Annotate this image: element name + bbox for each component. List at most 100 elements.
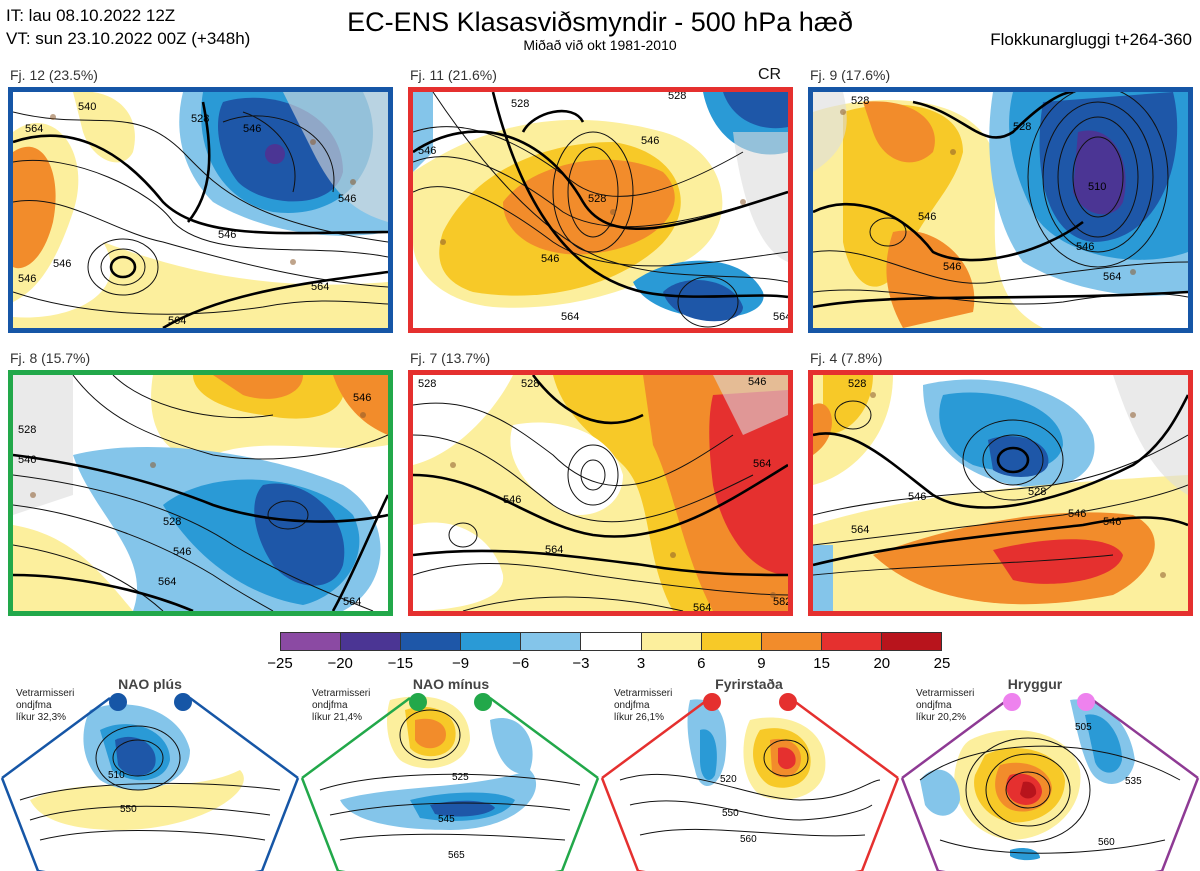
contour-label: 560	[1098, 837, 1115, 848]
header-times: IT: lau 08.10.2022 12Z VT: sun 23.10.202…	[6, 4, 250, 50]
colorbar-tick-label: 3	[636, 655, 646, 672]
colorbar-tick-label: 20	[873, 655, 891, 672]
contour-label: 564	[545, 544, 563, 556]
regime-note-1: Vetrarmisseri ondjfma líkur 32,3%	[16, 688, 74, 724]
colorbar-tick-label: −15	[387, 655, 414, 672]
contour-label: 546	[173, 546, 191, 558]
contour-label: 525	[452, 772, 469, 783]
regime-dot	[703, 693, 721, 711]
panel-label-4: Fj. 8 (15.7%)	[10, 350, 91, 366]
contour-label: 546	[1103, 516, 1121, 528]
classification-window: Flokkunargluggi t+264-360	[990, 30, 1192, 49]
contour-label: 564	[851, 524, 869, 536]
contour-label: 546	[18, 454, 36, 466]
colorbar-tick-label: −9	[451, 655, 470, 672]
contour-label: 564	[343, 596, 361, 608]
map-3: 528 510 546 546 564 528 546	[813, 92, 1188, 328]
colorbar-tick-label: −6	[512, 655, 530, 672]
colorbar-tick-label: 15	[813, 655, 830, 672]
contour-label: 564	[311, 281, 329, 293]
regime-dot	[109, 693, 127, 711]
contour-label: 564	[158, 576, 176, 588]
colorbar-tick-label: 9	[757, 655, 766, 672]
colorbar-tick-label: 6	[697, 655, 706, 672]
regime-note-3: Vetrarmisseri ondjfma líkur 26,1%	[614, 688, 672, 724]
page-subtitle: Miðað við okt 1981-2010	[523, 37, 677, 53]
contour-label: 564	[693, 602, 711, 611]
regime-note-line: ondjfma	[16, 700, 52, 711]
contour-label: 564	[168, 315, 186, 327]
map-panel-2: 528 546 546 528 546 564 528 564	[408, 87, 793, 333]
contour-label: 560	[740, 834, 757, 845]
colorbar-swatch	[701, 633, 762, 650]
contour-label: 546	[418, 145, 436, 157]
contour-label: 546	[1076, 241, 1094, 253]
regime-title-2: NAO mínus	[412, 676, 490, 692]
contour-label: 546	[338, 193, 356, 205]
contour-label: 528	[521, 378, 539, 390]
regime-title-1: NAO plús	[118, 676, 182, 692]
map-panel-4: 546 528 546 564 564 546 528	[8, 370, 393, 616]
contour-label: 564	[773, 311, 788, 323]
regime-dot	[409, 693, 427, 711]
regime-note-4: Vetrarmisseri ondjfma líkur 20,2%	[916, 688, 974, 724]
colorbar-swatch	[641, 633, 702, 650]
regime-map-1: 510 550	[0, 693, 300, 871]
contour-label: 510	[1088, 181, 1106, 193]
contour-label: 546	[918, 211, 936, 223]
map-2: 528 546 546 528 546 564 528 564	[413, 92, 788, 328]
panel-label-2: Fj. 11 (21.6%)	[410, 67, 497, 83]
contour-label: 528	[511, 98, 529, 110]
contour-label: 545	[438, 814, 455, 825]
contour-label: 510	[108, 770, 125, 781]
regime-note-line: líkur 26,1%	[614, 712, 665, 723]
colorbar-swatch	[281, 633, 342, 650]
panel-label-5: Fj. 7 (13.7%)	[410, 350, 491, 366]
regime-map-2: 525 545 565	[300, 693, 600, 871]
contour-label: 528	[163, 516, 181, 528]
colorbar-swatch	[581, 633, 642, 650]
contour-label: 546	[353, 392, 371, 404]
regime-dot	[1077, 693, 1095, 711]
colorbar-swatch	[881, 633, 942, 650]
regime-note-line: Vetrarmisseri	[312, 688, 371, 699]
regime-dot	[174, 693, 192, 711]
contour-label: 546	[541, 253, 559, 265]
regime-note-2: Vetrarmisseri ondjfma líkur 21,4%	[312, 688, 370, 724]
regime-note-line: líkur 21,4%	[312, 712, 363, 723]
map-panel-1: 540 564 546 528 546 546 564 564 546 546	[8, 87, 393, 333]
colorbar-swatch	[461, 633, 522, 650]
contour-label: 564	[561, 311, 579, 323]
regime-note-line: líkur 32,3%	[16, 712, 67, 723]
page-title: EC-ENS Klasasviðsmyndir - 500 hPa hæð	[347, 7, 853, 37]
contour-label: 546	[1068, 508, 1086, 520]
regime-note-line: ondjfma	[614, 700, 650, 711]
contour-label: 528	[668, 92, 686, 102]
contour-label: 564	[1103, 271, 1121, 283]
contour-label: 528	[418, 378, 436, 390]
map-panel-6: 528 546 528 546 564 546	[808, 370, 1193, 616]
regime-map-4: 505 535 560	[900, 693, 1200, 871]
contour-label: 546	[748, 376, 766, 388]
regime-title-3: Fyrirstaða	[715, 676, 783, 692]
contour-label: 505	[1075, 722, 1092, 733]
contour-label: 565	[448, 850, 465, 861]
contour-label: 564	[25, 123, 43, 135]
map-4: 546 528 546 564 564 546 528	[13, 375, 388, 611]
colorbar-swatch	[401, 633, 462, 650]
contour-label: 546	[218, 229, 236, 241]
panel-label-3: Fj. 9 (17.6%)	[810, 67, 891, 83]
contour-label: 550	[120, 804, 137, 815]
regime-title-4: Hryggur	[1007, 676, 1063, 692]
colorbar-tick-label: −25	[267, 655, 293, 672]
regime-note-line: Vetrarmisseri	[916, 688, 975, 699]
contour-label: 546	[908, 491, 926, 503]
regime-note-line: ondjfma	[312, 700, 348, 711]
regime-dot	[474, 693, 492, 711]
contour-label: 528	[851, 95, 869, 107]
contour-label: 528	[588, 193, 606, 205]
regime-note-line: líkur 20,2%	[916, 712, 967, 723]
regime-note-line: ondjfma	[916, 700, 952, 711]
contour-label: 546	[641, 135, 659, 147]
contour-label: 546	[503, 494, 521, 506]
